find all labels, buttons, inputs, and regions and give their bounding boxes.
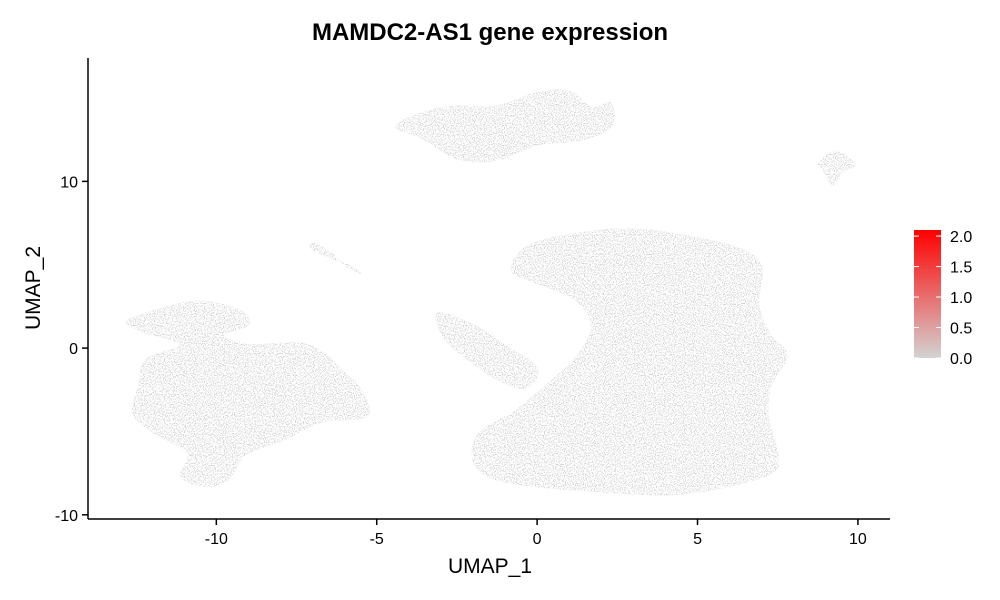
- colorbar-tick-label: 2.0: [950, 229, 972, 246]
- colorbar-ticks: 0.0 0.5 1.0 1.5 2.0: [914, 229, 972, 368]
- colorbar: [914, 230, 941, 358]
- x-axis-ticks: -10 -5 0 5 10: [205, 519, 867, 548]
- x-tick-label: 5: [693, 531, 702, 548]
- y-axis-ticks: -10 0 10: [55, 174, 88, 525]
- colorbar-tick-label: 1.0: [950, 290, 972, 307]
- y-tick-label: 10: [60, 174, 78, 191]
- cell-cluster-top-cluster: [395, 89, 615, 163]
- x-tick-label: -10: [205, 531, 228, 548]
- cell-cluster-left-cluster: [125, 300, 371, 488]
- cell-cluster-right-small-cluster: [818, 150, 856, 186]
- scatter-points-layer: [125, 89, 856, 496]
- color-legend: 0.0 0.5 1.0 1.5 2.0: [914, 229, 972, 368]
- colorbar-tick-label: 0.0: [950, 351, 972, 368]
- cell-cluster-mid-thin-cluster: [309, 242, 362, 274]
- colorbar-tick-label: 1.5: [950, 260, 972, 277]
- cell-cluster-bridge-cluster: [435, 312, 539, 389]
- y-axis-label: UMAP_2: [22, 246, 45, 330]
- chart-title: MAMDC2-AS1 gene expression: [312, 19, 668, 46]
- y-tick-label: -10: [55, 508, 78, 525]
- cell-cluster-main-cluster: [471, 228, 788, 496]
- x-tick-label: -5: [370, 531, 384, 548]
- y-tick-label: 0: [69, 341, 78, 358]
- colorbar-tick-label: 0.5: [950, 321, 972, 338]
- x-tick-label: 0: [533, 531, 542, 548]
- x-tick-label: 10: [849, 531, 867, 548]
- x-axis-label: UMAP_1: [448, 555, 532, 578]
